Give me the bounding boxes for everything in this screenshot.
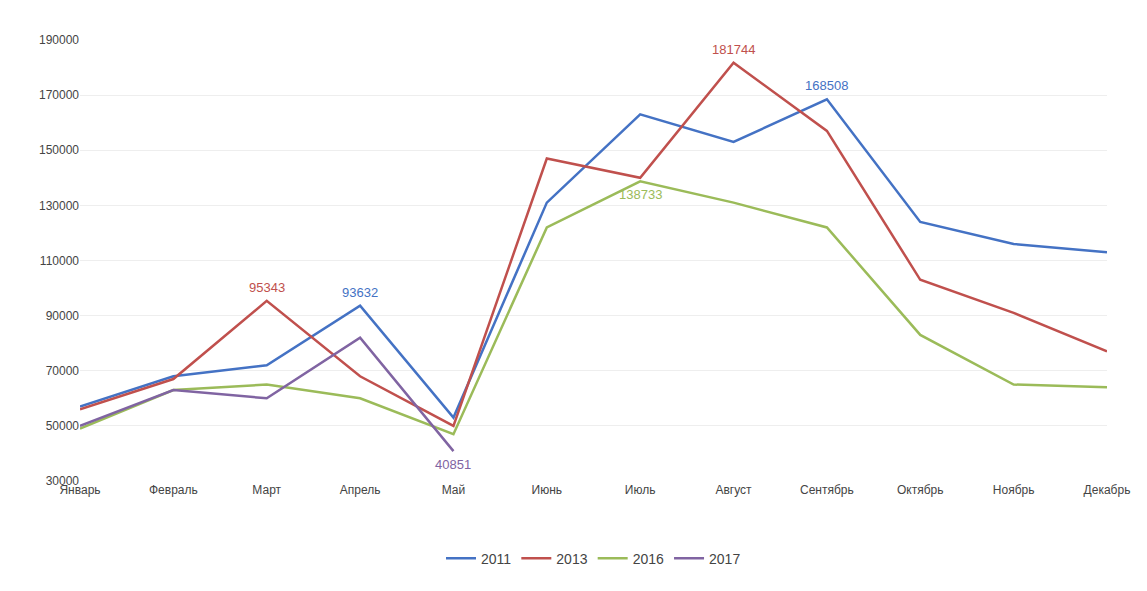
svg-text:Октябрь: Октябрь <box>897 483 944 497</box>
svg-text:Май: Май <box>442 483 466 497</box>
svg-text:Сентябрь: Сентябрь <box>800 483 854 497</box>
svg-text:190000: 190000 <box>39 33 79 47</box>
svg-text:2016: 2016 <box>633 551 664 567</box>
svg-text:95343: 95343 <box>249 280 285 295</box>
svg-text:181744: 181744 <box>712 42 755 57</box>
svg-text:Ноябрь: Ноябрь <box>993 483 1035 497</box>
svg-text:Февраль: Февраль <box>149 483 198 497</box>
svg-text:130000: 130000 <box>39 199 79 213</box>
svg-text:70000: 70000 <box>46 364 80 378</box>
svg-text:Август: Август <box>715 483 752 497</box>
svg-text:90000: 90000 <box>46 309 80 323</box>
svg-text:2017: 2017 <box>709 551 740 567</box>
svg-text:30000: 30000 <box>46 474 80 488</box>
svg-text:168508: 168508 <box>805 78 848 93</box>
svg-text:Январь: Январь <box>59 483 100 497</box>
svg-text:Июнь: Июнь <box>532 483 563 497</box>
svg-text:110000: 110000 <box>40 254 79 268</box>
svg-text:Июль: Июль <box>625 483 656 497</box>
svg-text:Март: Март <box>252 483 281 497</box>
svg-text:93632: 93632 <box>342 285 378 300</box>
svg-text:Декабрь: Декабрь <box>1084 483 1131 497</box>
svg-text:2011: 2011 <box>481 551 511 567</box>
svg-text:Апрель: Апрель <box>340 483 381 497</box>
svg-text:170000: 170000 <box>39 88 79 102</box>
svg-text:50000: 50000 <box>46 419 80 433</box>
svg-text:150000: 150000 <box>39 143 79 157</box>
svg-text:2013: 2013 <box>556 551 587 567</box>
svg-text:138733: 138733 <box>619 187 662 202</box>
svg-text:40851: 40851 <box>435 457 471 472</box>
